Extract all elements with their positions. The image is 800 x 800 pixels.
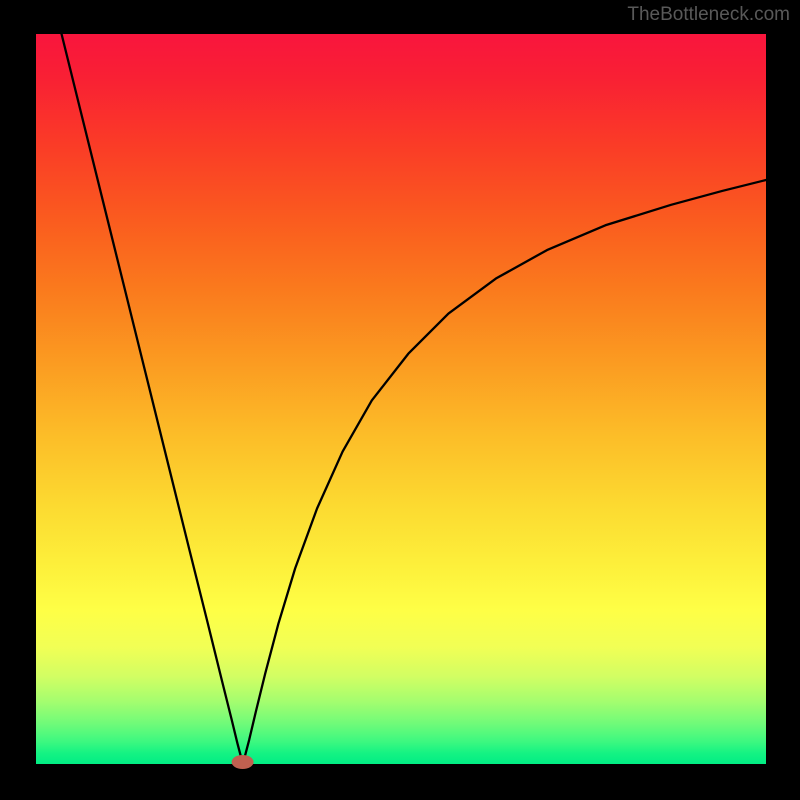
plot-background bbox=[36, 34, 766, 764]
chart-svg bbox=[0, 0, 800, 800]
minimum-marker bbox=[232, 755, 254, 769]
chart-canvas: TheBottleneck.com bbox=[0, 0, 800, 800]
watermark-text: TheBottleneck.com bbox=[627, 4, 790, 26]
